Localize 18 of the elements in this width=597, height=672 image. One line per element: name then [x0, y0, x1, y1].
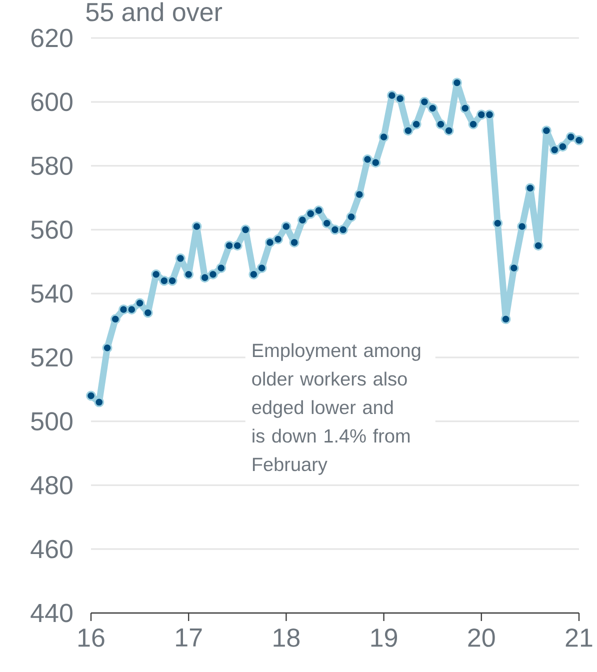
x-tick-label: 17	[176, 628, 202, 646]
x-tick-label: 18	[274, 628, 300, 647]
y-tick-label: 520	[31, 348, 73, 367]
x-tick-label: 19	[371, 628, 398, 647]
x-tick-label: 21	[566, 628, 592, 647]
y-tick-label: 500	[31, 412, 73, 431]
y-tick-label: 560	[31, 220, 73, 239]
y-tick-label: 600	[32, 92, 73, 112]
y-tick-label: 460	[30, 540, 73, 558]
chart-title: 55 and over	[86, 2, 222, 22]
y-tick-label: 620	[32, 28, 73, 48]
x-tick-label: 20	[468, 628, 495, 647]
y-tick-label: 540	[31, 284, 73, 303]
y-tick-label: 580	[31, 156, 73, 175]
y-tick-label: 440	[30, 604, 73, 622]
x-tick-label: 16	[78, 628, 104, 647]
y-tick-label: 480	[30, 476, 73, 494]
annotation: Employment among older workers also edged lower and is down 1.4% from February	[252, 343, 420, 475]
